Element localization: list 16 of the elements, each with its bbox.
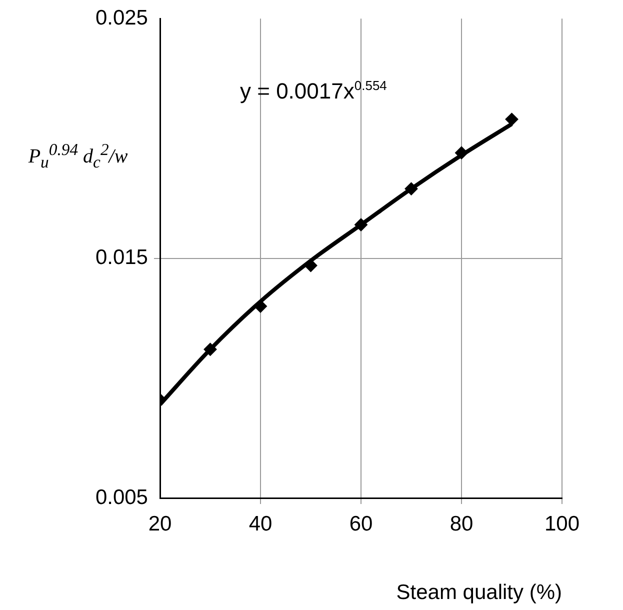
x-axis-title: Steam quality (%) [396,581,562,604]
y-tick-label: 0.005 [95,486,148,509]
x-tick-label: 100 [544,512,580,536]
point [455,146,468,160]
y-axis-title: P$_{u}$$^{0.94}$ d$_{c}$$^{2}$/w [27,140,129,173]
x-tick-label: 20 [148,512,172,536]
x-tick-label: 80 [450,512,474,536]
point [354,218,368,232]
x-tick-label: 40 [248,512,272,536]
y-tick-label: 0.025 [95,6,148,30]
annotation: y = 0.0017x$^{0.554}$ [240,78,387,104]
x-tick-label: 60 [349,512,373,536]
y-tick-label: 0.015 [95,246,148,270]
point [404,182,418,196]
point [204,342,217,356]
point [505,112,518,126]
